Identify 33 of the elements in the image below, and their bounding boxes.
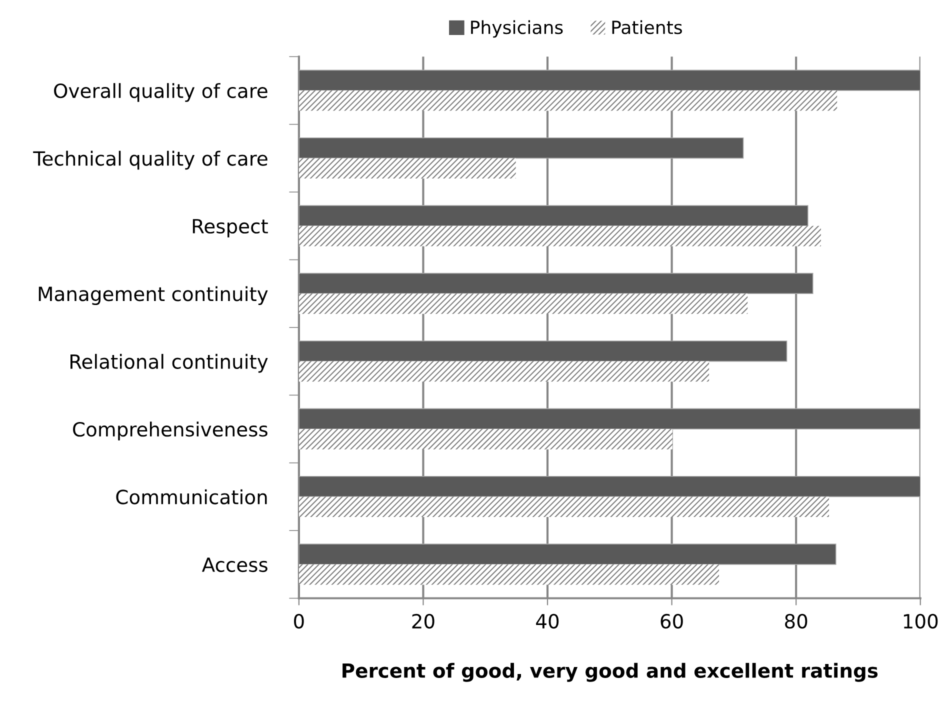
y-tick-label: Access [202, 558, 268, 572]
legend-label: Patients [612, 20, 682, 34]
bar [298, 564, 720, 585]
x-tick-label: 80 [785, 614, 808, 629]
bar [298, 361, 710, 382]
bar [298, 476, 920, 498]
bar [298, 137, 744, 159]
x-axis-title: Percent of good, very good and excellent ratings [342, 662, 878, 682]
bar [298, 205, 808, 226]
x-tick-label: 60 [660, 614, 683, 629]
y-tick-label: Relational continuity [70, 354, 268, 373]
x-tick-label: 20 [412, 614, 434, 629]
bar [298, 272, 814, 294]
x-tick-label: 100 [904, 614, 938, 629]
x-tick-label: 40 [536, 614, 559, 629]
bar [298, 340, 788, 362]
bar [298, 90, 838, 111]
x-tick-label: 0 [294, 614, 304, 629]
bar [298, 544, 836, 565]
y-tick-label: Comprehensiveness [73, 422, 268, 440]
legend-label: Physicians [471, 20, 563, 38]
y-tick-label: Management continuity [38, 286, 268, 306]
y-tick-label: Respect [192, 219, 268, 238]
bar [298, 408, 920, 430]
y-tick-label: Communication [116, 489, 267, 504]
y-tick-label: Technical quality of care [33, 150, 268, 170]
bar [298, 496, 830, 518]
bar [298, 158, 516, 179]
y-tick-label: Overall quality of care [54, 83, 268, 102]
bar [298, 70, 920, 91]
bar [298, 429, 672, 450]
bar [298, 294, 748, 314]
bar [298, 226, 821, 246]
